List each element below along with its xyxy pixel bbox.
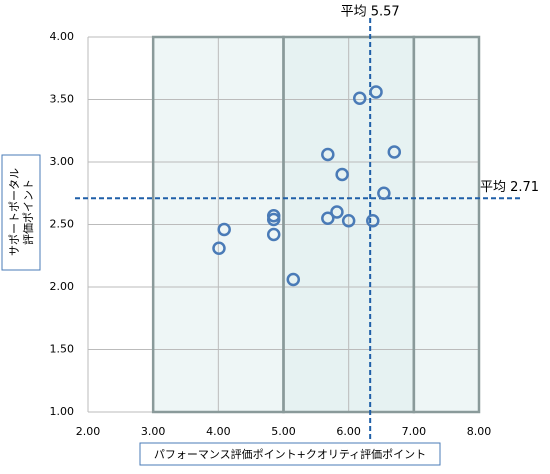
mean-label: 平均 2.71 xyxy=(480,180,539,195)
y-tick-label: 2.00 xyxy=(50,280,75,293)
y-axis-label: 評価ポイント xyxy=(21,179,35,245)
x-tick-label: 2.00 xyxy=(76,425,101,438)
x-tick-label: 5.00 xyxy=(271,425,296,438)
point xyxy=(352,91,367,105)
x-tick-label: 7.00 xyxy=(402,425,427,438)
y-tick-label: 4.00 xyxy=(50,30,75,43)
x-label-box xyxy=(139,442,441,466)
point xyxy=(321,211,335,225)
point xyxy=(377,186,391,200)
point xyxy=(321,147,335,162)
point xyxy=(266,227,281,242)
point xyxy=(217,222,231,237)
y-label-box xyxy=(1,154,41,271)
y-tick-label: 1.50 xyxy=(50,343,75,356)
y-tick-label: 2.50 xyxy=(50,218,75,231)
y-tick-label: 3.50 xyxy=(50,93,75,106)
region-border xyxy=(412,35,481,414)
x-tick-label: 3.00 xyxy=(141,425,166,438)
mean-label: 平均 5.57 xyxy=(341,5,400,20)
point xyxy=(266,212,281,227)
x-axis-label: パフォーマンス評価ポイント+クオリティ評価ポイント xyxy=(154,447,426,461)
x-tick-label: 4.00 xyxy=(206,425,231,438)
point xyxy=(212,241,226,255)
point xyxy=(369,85,383,99)
point xyxy=(330,205,344,219)
point xyxy=(286,272,301,287)
x-tick-label: 6.00 xyxy=(336,425,361,438)
y-axis-label: サポートポータル xyxy=(8,168,21,256)
point xyxy=(341,214,356,228)
x-tick-label: 8.00 xyxy=(467,425,492,438)
y-tick-label: 3.00 xyxy=(50,155,75,168)
point xyxy=(335,167,349,182)
point xyxy=(387,145,402,159)
y-tick-label: 1.00 xyxy=(50,405,75,418)
point xyxy=(366,214,380,228)
